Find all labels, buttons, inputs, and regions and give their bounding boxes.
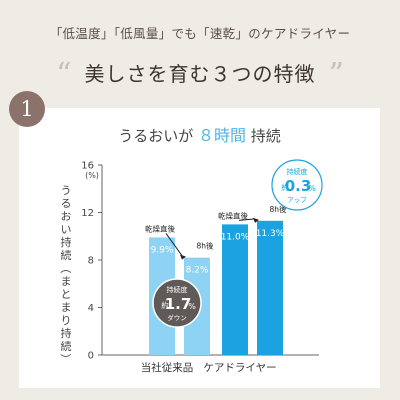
heading-text: 美しさを育む３つの特徴 — [84, 62, 316, 86]
badge-up-prefix: 約 — [281, 182, 289, 192]
y-axis-label-char: い — [61, 223, 72, 236]
series-tag: 乾燥直後 — [218, 210, 248, 220]
y-axis-label-char: り — [61, 314, 72, 327]
y-axis-label-char: ま — [61, 275, 72, 288]
y-tick-label: 16 — [81, 161, 94, 172]
change-arrow-line — [238, 218, 256, 221]
badge-up-unit: % — [308, 184, 316, 193]
badge-up-bottom: アップ — [287, 196, 307, 204]
chart-title-prefix: うるおいが — [118, 127, 194, 145]
chart-title-highlight: ８時間 — [197, 126, 246, 145]
y-axis-label-char: ま — [61, 301, 72, 314]
y-axis-label-char: 続 — [61, 339, 72, 353]
change-arrow-head — [253, 217, 259, 223]
y-axis-label-char: る — [61, 197, 72, 210]
chart-card: うるおいが ８時間 持続 0 4 8 12 16 (%) うるおい持続（まとまり持続）当社従… — [19, 108, 380, 388]
x-category-label: 当社従来品 — [141, 361, 194, 374]
bar-value-label: 11.0% — [221, 232, 250, 242]
top-caption: 「低温度」「低風量」でも「速乾」のケアドライヤー — [49, 26, 351, 41]
bar-care-1 — [257, 220, 283, 355]
series-tag: 8h後 — [269, 204, 287, 214]
badge-up-top: 持続度 — [287, 167, 308, 176]
bar-value-label: 11.3% — [256, 229, 285, 239]
badge-down-prefix: 約 — [161, 300, 169, 310]
y-tick-label: 0 — [88, 351, 94, 362]
y-axis-label-char: ） — [59, 354, 72, 365]
feature-number-badge: 1 — [9, 91, 45, 127]
y-tick-label: 8 — [88, 256, 94, 267]
badge-down-value: 1.7 — [165, 295, 192, 313]
badge-down-bottom: ダウン — [167, 313, 187, 322]
y-axis-label-char: と — [61, 288, 72, 301]
badge-up-circle — [271, 159, 323, 211]
badge-down-top: 持続度 — [167, 285, 188, 294]
moisture-bar-chart: 0481216(%)うるおい持続（まとまり持続）当社従来品9.9%乾燥直後8.2… — [59, 159, 323, 374]
close-quote: ” — [328, 57, 344, 92]
feature-heading: “ 美しさを育む３つの特徴 ” — [0, 57, 400, 92]
bar-care-0 — [222, 224, 248, 355]
y-axis-label-char: （ — [59, 263, 72, 274]
badge-down-circle — [152, 278, 202, 328]
change-arrow-head — [180, 254, 186, 260]
y-tick-label: 12 — [81, 208, 94, 219]
series-tag: 8h後 — [196, 241, 214, 251]
bar-value-label: 9.9% — [151, 245, 174, 255]
bar-value-label: 8.2% — [186, 266, 209, 276]
badge-up-value: 0.3 — [285, 177, 312, 195]
y-unit-label: (%) — [85, 171, 99, 180]
y-axis-label-char: 持 — [61, 326, 72, 340]
y-axis-label-char: 続 — [61, 248, 72, 262]
badge-down-unit: % — [188, 302, 196, 311]
chart-title: うるおいが ８時間 持続 — [19, 122, 380, 146]
series-tag: 乾燥直後 — [145, 223, 175, 233]
y-axis-label-char: 持 — [61, 235, 72, 249]
y-tick-label: 4 — [88, 303, 94, 314]
chart-title-suffix: 持続 — [250, 127, 281, 145]
change-arrow-line — [165, 233, 183, 256]
open-quote: “ — [56, 57, 72, 92]
y-axis-label-char: う — [61, 184, 72, 197]
x-category-label: ケアドライヤー — [203, 362, 276, 374]
y-axis-label-char: お — [61, 210, 72, 223]
